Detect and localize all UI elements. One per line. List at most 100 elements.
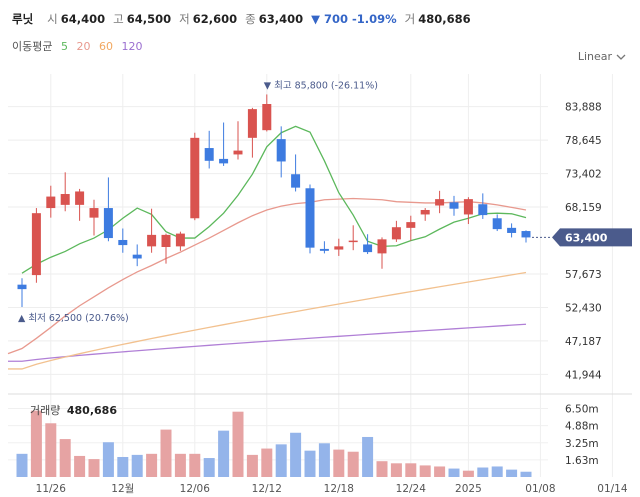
volume-bar	[333, 449, 345, 477]
current-price-tag	[552, 228, 632, 247]
volume-bar	[491, 466, 503, 477]
candle-body	[103, 208, 113, 239]
low-label: 저	[179, 12, 190, 26]
x-tick-label: 2025	[455, 483, 482, 495]
x-tick-label: 12/24	[396, 483, 427, 495]
volume-bar	[246, 454, 258, 477]
volume-bar	[131, 454, 143, 477]
x-tick-label: 11/26	[36, 483, 67, 495]
volume-bar	[462, 470, 474, 477]
candle-body	[175, 233, 185, 247]
volume-bar	[362, 436, 374, 477]
ma-5-line	[21, 125, 527, 274]
ma-20-label[interactable]: 20	[76, 40, 91, 53]
ma-legend-label: 이동평균	[12, 40, 53, 53]
volume-bar	[261, 448, 273, 477]
volume-bar	[304, 450, 316, 477]
x-tick-label: 12월	[111, 483, 134, 495]
candle-body	[147, 234, 157, 247]
candle-body	[406, 222, 416, 228]
volume-bar	[434, 466, 446, 477]
date-axis: 11/26 12월 12/06 12/12 12/18 12/24 2025 01/08 01/…	[36, 404, 628, 495]
volume-bar	[102, 442, 114, 477]
current-price-label: 63,400	[565, 231, 608, 244]
close-value: 63,400	[258, 12, 304, 26]
candle-body	[219, 158, 229, 164]
volume-bar	[146, 453, 158, 477]
candle-body	[75, 191, 85, 205]
y-tick-label: 68,159	[565, 202, 602, 214]
candle-body	[233, 150, 243, 155]
ma-legend[interactable]: 이동평균 5 20 60 120	[12, 38, 147, 54]
candle-body	[291, 174, 301, 188]
volume-value: 480,686	[418, 12, 471, 26]
chevron-down-icon	[616, 54, 626, 60]
candle-body	[60, 194, 70, 205]
ma-60-line	[8, 271, 527, 370]
x-tick-label: 01/08	[525, 483, 555, 495]
volume-bar	[117, 456, 129, 477]
candle-body	[377, 239, 387, 254]
volume-tick-label: 1.63m	[565, 455, 599, 467]
candle-body	[132, 254, 142, 259]
volume-tick-label: 6.50m	[565, 404, 599, 416]
ma-5-label[interactable]: 5	[60, 40, 68, 53]
volume-title: 거래량 480,686	[30, 402, 117, 418]
volume-bar	[232, 411, 244, 477]
volume-bar	[477, 467, 489, 477]
volume-bar	[520, 471, 532, 477]
y-tick-label: 57,673	[565, 269, 602, 281]
high-value: 64,500	[126, 12, 172, 26]
volume-bar	[45, 423, 57, 477]
volume-tick-label: 4.88m	[565, 421, 599, 433]
annotations: 63,400 ▼ 최고 85,800 (-26.11%) ▲ 최저 62,500 (…	[18, 80, 632, 324]
y-tick-label: 73,402	[565, 169, 602, 181]
stock-name: 루닛	[12, 12, 34, 26]
volume-bar	[88, 459, 100, 477]
y-tick-label: 52,430	[565, 302, 602, 314]
volume-title-label: 거래량	[30, 404, 61, 417]
candle-body	[89, 208, 99, 218]
volume-label: 거	[404, 12, 416, 26]
candle-body	[17, 284, 27, 290]
volume-bar	[16, 453, 28, 477]
candle-body	[521, 231, 531, 238]
volume-bar	[318, 443, 330, 477]
volume-bar	[189, 453, 201, 477]
candle-body	[319, 248, 329, 251]
volume-bar	[419, 465, 431, 477]
volume-bar	[376, 461, 388, 477]
candle-body	[492, 218, 502, 230]
candle-body	[348, 240, 358, 243]
volume-bar	[160, 429, 172, 477]
candle-body	[276, 139, 286, 162]
volume-bar	[218, 430, 230, 477]
scale-selector-label: Linear	[577, 50, 612, 63]
high-label: 고	[113, 12, 124, 26]
volume-bar	[203, 458, 215, 477]
candle-body	[262, 104, 272, 131]
candle-body	[305, 188, 315, 248]
price-axis: 83,888 78,645 73,402 68,159 57,673 52,430 47,1…	[565, 102, 602, 382]
scale-selector[interactable]: Linear	[578, 50, 626, 63]
candle-body	[31, 213, 41, 276]
candle-body	[334, 246, 344, 250]
candle-body	[118, 239, 128, 246]
y-tick-label: 83,888	[565, 102, 602, 114]
quote-header: 루닛 시 64,400 고 64,500 저 62,600 종 63,400 ▼…	[12, 11, 479, 27]
ma-120-label[interactable]: 120	[121, 40, 143, 53]
candlesticks	[17, 94, 531, 308]
candle-body	[247, 109, 257, 138]
x-tick-label: 12/12	[252, 483, 282, 495]
candle-body	[478, 204, 488, 216]
volume-bar	[30, 410, 42, 477]
x-tick-label: 12/18	[324, 483, 354, 495]
candle-body	[463, 199, 473, 215]
volume-bar	[448, 468, 460, 477]
ma-60-label[interactable]: 60	[98, 40, 113, 53]
candle-body	[190, 137, 200, 219]
open-label: 시	[47, 12, 58, 26]
candle-body	[420, 209, 430, 215]
grid-lines	[8, 74, 632, 477]
